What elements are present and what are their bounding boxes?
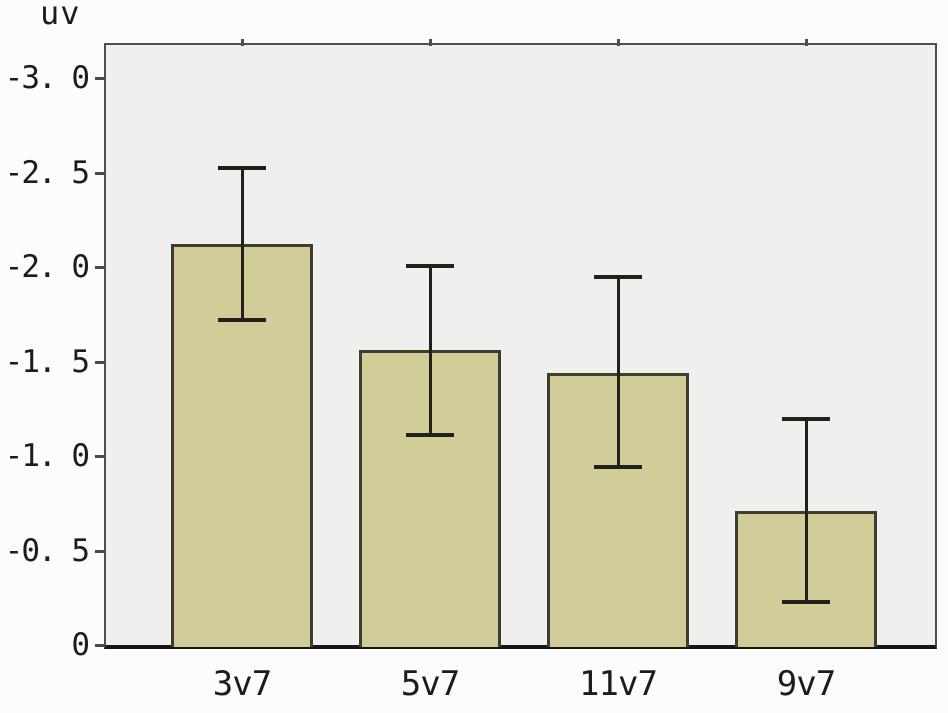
y-tick-label-6: 0 <box>71 627 90 663</box>
y-tick-mark-2 <box>95 266 105 269</box>
x-tick-label-3v7: 3v7 <box>212 664 272 704</box>
top-axis-tick-5v7 <box>429 39 432 46</box>
top-axis-tick-9v7 <box>805 39 808 46</box>
x-tick-label-9v7: 9v7 <box>776 664 836 704</box>
y-tick-label-5: -0. 5 <box>4 533 90 569</box>
y-tick-label-4: -1. 0 <box>4 438 90 474</box>
y-tick-mark-4 <box>95 455 105 458</box>
top-axis-tick-11v7 <box>617 39 620 46</box>
error-bar-line-3v7 <box>241 167 244 320</box>
error-bar-cap-top-9v7 <box>782 417 830 421</box>
y-tick-label-3: -1. 5 <box>4 344 90 380</box>
y-tick-label-0: -3. 0 <box>4 60 90 96</box>
y-tick-mark-0 <box>95 77 105 80</box>
error-bar-line-11v7 <box>617 276 620 467</box>
x-tick-label-5v7: 5v7 <box>400 664 460 704</box>
error-bar-cap-top-11v7 <box>594 275 642 279</box>
top-axis-tick-3v7 <box>241 39 244 46</box>
error-bar-cap-bottom-9v7 <box>782 600 830 604</box>
x-tick-label-11v7: 11v7 <box>579 664 658 704</box>
y-tick-mark-1 <box>95 172 105 175</box>
error-bar-cap-bottom-5v7 <box>406 433 454 437</box>
error-bar-line-5v7 <box>429 265 432 435</box>
y-tick-mark-6 <box>95 644 105 647</box>
y-tick-label-2: -2. 0 <box>4 249 90 285</box>
error-bar-cap-bottom-3v7 <box>218 318 266 322</box>
y-tick-mark-3 <box>95 361 105 364</box>
y-axis-unit-label: uv <box>40 0 81 32</box>
error-bar-line-9v7 <box>805 418 808 602</box>
y-tick-mark-5 <box>95 550 105 553</box>
y-tick-label-1: -2. 5 <box>4 155 90 191</box>
error-bar-cap-bottom-11v7 <box>594 465 642 469</box>
error-bar-cap-top-5v7 <box>406 264 454 268</box>
error-bar-cap-top-3v7 <box>218 166 266 170</box>
